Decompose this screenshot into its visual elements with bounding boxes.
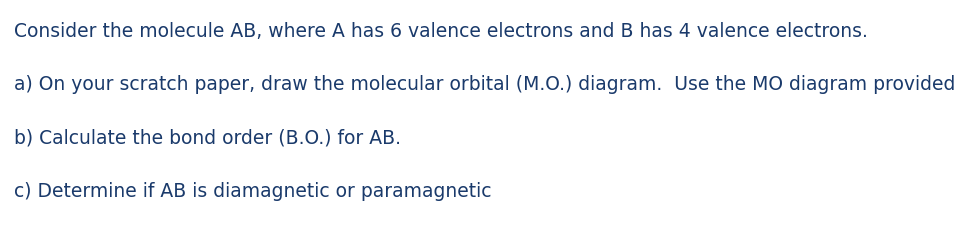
Text: c) Determine if AB is diamagnetic or paramagnetic: c) Determine if AB is diamagnetic or par… [14,182,491,201]
Text: b) Calculate the bond order (B.O.) for AB.: b) Calculate the bond order (B.O.) for A… [14,128,401,147]
Text: Consider the molecule AB, where A has 6 valence electrons and B has 4 valence el: Consider the molecule AB, where A has 6 … [14,22,868,41]
Text: a) On your scratch paper, draw the molecular orbital (M.O.) diagram.  Use the MO: a) On your scratch paper, draw the molec… [14,75,956,94]
